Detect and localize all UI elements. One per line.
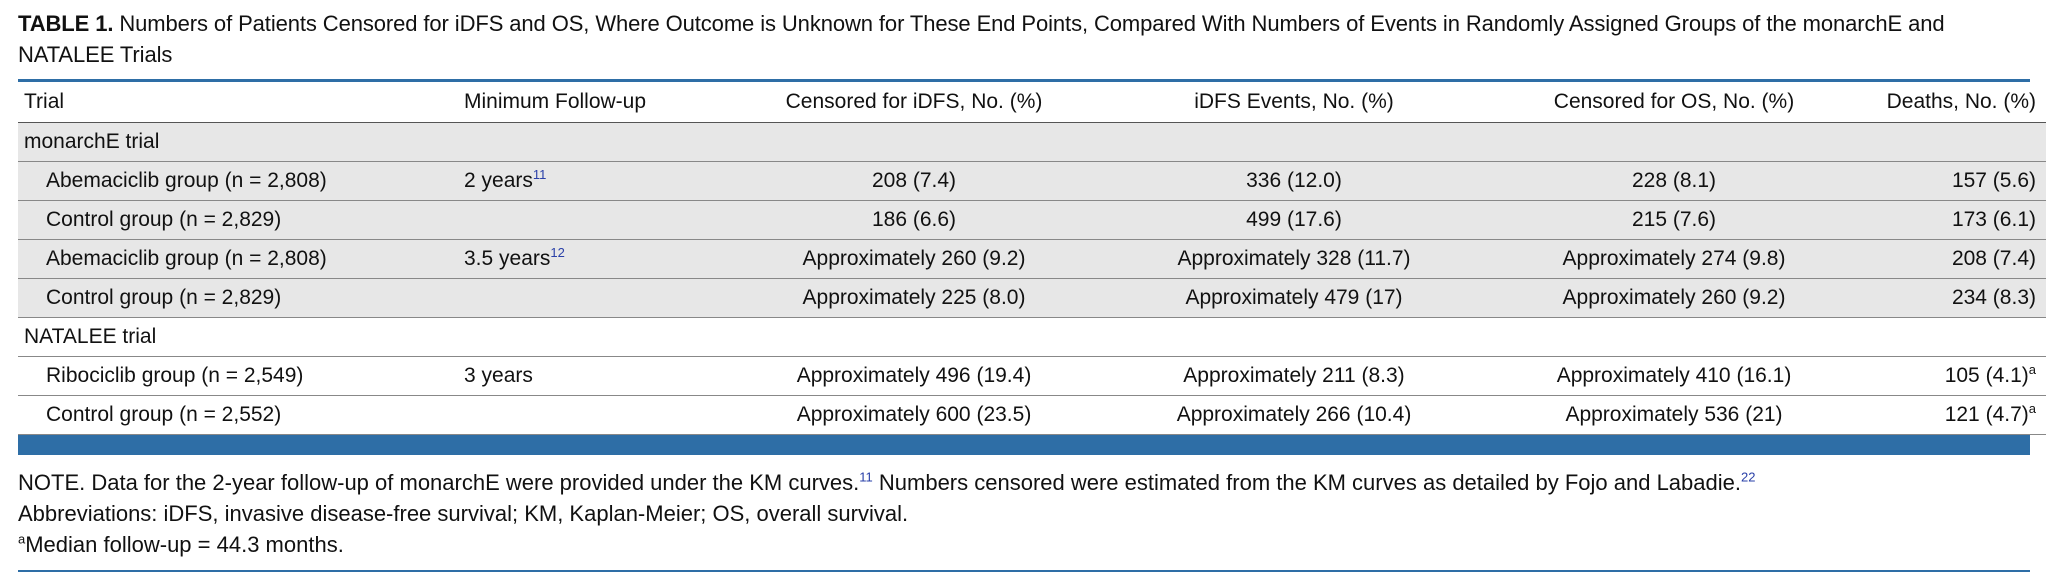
table-figure: TABLE 1. Numbers of Patients Censored fo…: [18, 8, 2046, 572]
section-title: NATALEE trial: [24, 325, 157, 348]
column-header-idfs-events: iDFS Events, No. (%): [1194, 90, 1394, 113]
note-line: NOTE. Data for the 2-year follow-up of m…: [18, 467, 2030, 498]
abbreviations-line: Abbreviations: iDFS, invasive disease-fr…: [18, 501, 909, 526]
idfs-events-cell: 336 (12.0): [1246, 169, 1342, 192]
follow-up-cell: 3.5 years12: [464, 240, 724, 279]
follow-up-value: 3.5 years: [464, 247, 551, 270]
censored-os-cell: Approximately 536 (21): [1565, 403, 1783, 426]
censored-idfs-cell: 208 (7.4): [871, 169, 957, 192]
section-row: monarchE trial: [18, 122, 2046, 162]
reference-link[interactable]: 22: [1740, 469, 1756, 485]
censored-os-cell: 215 (7.6): [1631, 208, 1717, 231]
follow-up-cell: [464, 201, 724, 240]
censored-os-cell: 228 (8.1): [1631, 169, 1717, 192]
group-cell: Control group (n = 2,829): [46, 208, 282, 231]
table-notes: NOTE. Data for the 2-year follow-up of m…: [18, 467, 2030, 560]
group-cell: Control group (n = 2,829): [46, 286, 282, 309]
deaths-cell: 157 (5.6): [1951, 169, 2036, 192]
section-row: NATALEE trial: [18, 318, 2046, 357]
follow-up-cell: 2 years11: [464, 162, 724, 201]
header-row: Trial Minimum Follow-up Censored for iDF…: [18, 82, 2046, 123]
deaths-cell: 105 (4.1)a: [1864, 357, 2046, 396]
footnote-mark: a: [2028, 401, 2036, 416]
idfs-events-cell: Approximately 328 (11.7): [1177, 247, 1411, 270]
censored-idfs-cell: Approximately 600 (23.5): [796, 403, 1032, 426]
follow-up-value: 2 years: [464, 169, 533, 192]
table-caption: TABLE 1. Numbers of Patients Censored fo…: [18, 8, 2030, 70]
note-text: Numbers censored were estimated from the…: [872, 470, 1741, 495]
reference-link[interactable]: 12: [550, 245, 565, 260]
note-text: NOTE. Data for the 2-year follow-up of m…: [18, 470, 860, 495]
column-header-censored-idfs: Censored for iDFS, No. (%): [785, 90, 1043, 113]
table-row: Abemaciclib group (n = 2,808) 2 years11 …: [18, 161, 2046, 201]
table-row: Ribociclib group (n = 2,549) 3 years App…: [18, 357, 2046, 396]
footnote-line: aMedian follow-up = 44.3 months.: [18, 529, 2030, 560]
table-bottom-rule: [18, 435, 2030, 455]
table-label: TABLE 1.: [18, 11, 114, 36]
censored-os-cell: Approximately 274 (9.8): [1562, 247, 1786, 270]
idfs-events-cell: Approximately 211 (8.3): [1183, 364, 1405, 387]
censored-idfs-cell: 186 (6.6): [871, 208, 957, 231]
censored-idfs-cell: Approximately 225 (8.0): [802, 286, 1026, 309]
caption-text: Numbers of Patients Censored for iDFS an…: [18, 11, 1945, 67]
follow-up-cell: [464, 396, 724, 435]
column-header-trial: Trial: [24, 90, 65, 113]
deaths-cell: 234 (8.3): [1951, 286, 2036, 309]
data-table: Trial Minimum Follow-up Censored for iDF…: [18, 82, 2046, 435]
column-header-censored-os: Censored for OS, No. (%): [1553, 90, 1795, 113]
section-title: monarchE trial: [24, 130, 160, 153]
table-row: Control group (n = 2,829) Approximately …: [18, 278, 2046, 318]
footnote-mark: a: [18, 531, 26, 547]
column-header-deaths: Deaths, No. (%): [1886, 90, 2036, 113]
deaths-cell: 173 (6.1): [1951, 208, 2036, 231]
censored-idfs-cell: Approximately 260 (9.2): [802, 247, 1026, 270]
idfs-events-cell: Approximately 266 (10.4): [1176, 403, 1412, 426]
censored-os-cell: Approximately 260 (9.2): [1562, 286, 1786, 309]
deaths-value: 105 (4.1): [1944, 364, 2029, 387]
idfs-events-cell: 499 (17.6): [1246, 208, 1342, 231]
group-cell: Abemaciclib group (n = 2,808): [46, 169, 327, 192]
group-cell: Ribociclib group (n = 2,549): [46, 364, 304, 387]
column-header-follow-up: Minimum Follow-up: [464, 90, 647, 113]
deaths-value: 121 (4.7): [1944, 403, 2029, 426]
footnote-mark: a: [2028, 362, 2036, 377]
follow-up-cell: [464, 279, 724, 318]
idfs-events-cell: Approximately 479 (17): [1185, 286, 1403, 309]
group-cell: Control group (n = 2,552): [46, 403, 282, 426]
table-row: Abemaciclib group (n = 2,808) 3.5 years1…: [18, 239, 2046, 279]
follow-up-cell: 3 years: [464, 364, 533, 387]
group-cell: Abemaciclib group (n = 2,808): [46, 247, 327, 270]
deaths-cell: 208 (7.4): [1951, 247, 2036, 270]
footnote-text: Median follow-up = 44.3 months.: [25, 532, 344, 557]
censored-idfs-cell: Approximately 496 (19.4): [796, 364, 1032, 387]
reference-link[interactable]: 11: [859, 469, 873, 485]
censored-os-cell: Approximately 410 (16.1): [1556, 364, 1792, 387]
reference-link[interactable]: 11: [532, 167, 547, 182]
table-row: Control group (n = 2,552) Approximately …: [18, 396, 2046, 435]
deaths-cell: 121 (4.7)a: [1864, 396, 2046, 435]
table-row: Control group (n = 2,829) 186 (6.6) 499 …: [18, 200, 2046, 240]
table-top-rule: [18, 79, 2030, 82]
notes-end-rule: [18, 570, 2030, 572]
